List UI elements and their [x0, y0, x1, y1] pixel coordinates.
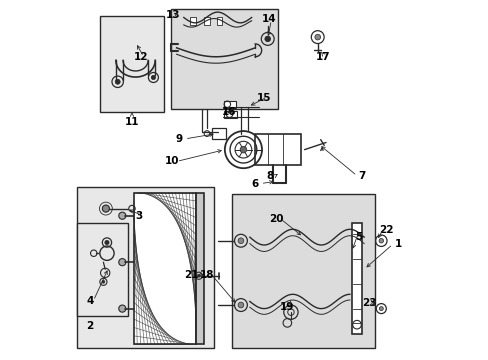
Text: 3: 3 [135, 211, 142, 221]
Circle shape [379, 307, 383, 311]
Circle shape [264, 36, 270, 42]
Text: 17: 17 [315, 52, 330, 62]
Bar [189, 17, 195, 25]
Circle shape [240, 146, 246, 153]
Bar [254, 134, 301, 165]
Circle shape [151, 75, 155, 80]
Text: 16: 16 [222, 107, 236, 117]
Bar [231, 194, 374, 348]
Circle shape [102, 280, 104, 283]
Text: 4: 4 [86, 296, 94, 306]
Text: 10: 10 [164, 157, 179, 166]
Bar [100, 16, 164, 112]
Text: 2: 2 [86, 321, 94, 331]
Bar [224, 101, 235, 108]
Text: 18: 18 [199, 270, 214, 280]
Bar [203, 17, 209, 25]
Text: 9: 9 [176, 134, 183, 144]
Bar [77, 223, 128, 316]
Circle shape [102, 205, 109, 212]
Bar [77, 187, 214, 348]
Circle shape [104, 240, 109, 245]
Bar [196, 193, 203, 344]
Circle shape [119, 212, 125, 219]
Text: 11: 11 [124, 117, 139, 127]
Bar [212, 128, 226, 139]
Bar [224, 111, 237, 118]
Circle shape [378, 238, 383, 243]
Text: 14: 14 [262, 14, 276, 24]
Text: 13: 13 [165, 10, 180, 20]
Circle shape [115, 79, 120, 84]
Text: 12: 12 [133, 52, 148, 62]
Text: 7: 7 [358, 171, 366, 181]
Text: 1: 1 [394, 239, 401, 249]
Text: 15: 15 [256, 93, 271, 103]
Circle shape [197, 274, 200, 277]
Text: 22: 22 [379, 225, 393, 235]
Text: 19: 19 [280, 302, 294, 312]
Bar [216, 17, 222, 25]
Text: 6: 6 [251, 179, 258, 189]
Bar [351, 223, 362, 334]
Circle shape [119, 305, 125, 312]
Text: 5: 5 [354, 232, 362, 242]
Circle shape [238, 302, 244, 308]
Text: 8: 8 [265, 171, 273, 181]
Circle shape [119, 258, 125, 266]
Circle shape [238, 238, 244, 244]
Bar [171, 9, 278, 109]
Text: 20: 20 [269, 214, 284, 224]
Bar [134, 193, 196, 344]
Circle shape [314, 34, 320, 40]
Text: 23: 23 [362, 298, 376, 308]
Text: 21: 21 [184, 270, 199, 280]
